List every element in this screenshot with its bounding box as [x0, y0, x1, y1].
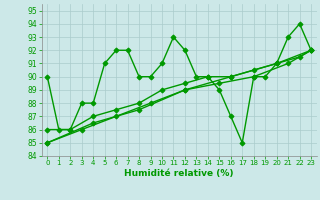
X-axis label: Humidité relative (%): Humidité relative (%) — [124, 169, 234, 178]
